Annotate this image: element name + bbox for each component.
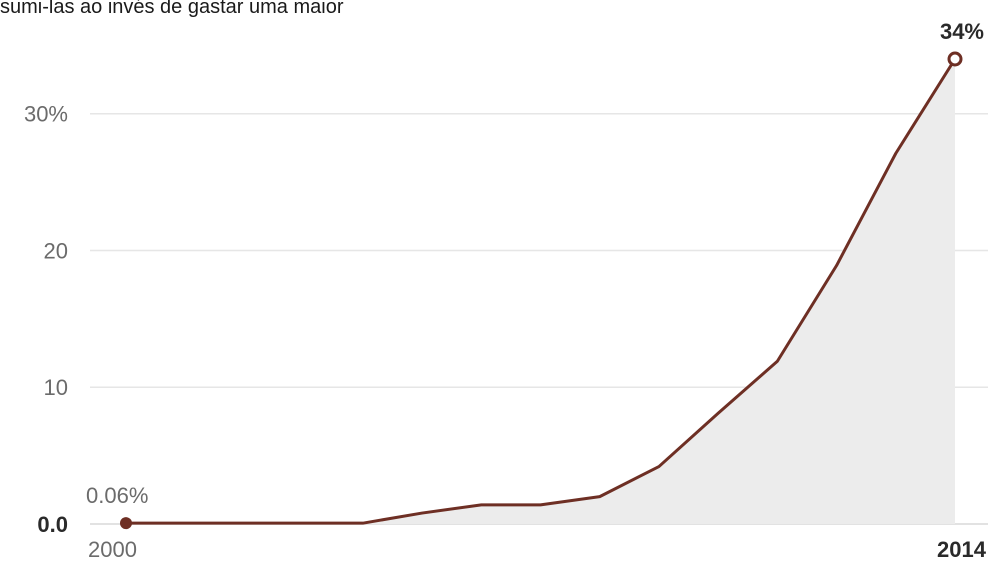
series-line xyxy=(126,58,957,525)
start-marker xyxy=(120,517,132,530)
y-tick-label-0: 0.0 xyxy=(37,512,68,537)
start-value-label: 0.06% xyxy=(86,483,148,508)
caption-text: sumi-las ao invés de gastar uma maior xyxy=(0,0,344,18)
y-tick-label-30: 30% xyxy=(24,102,68,127)
x-axis-ticks: 2000 2014 xyxy=(88,537,987,561)
end-marker xyxy=(947,51,963,67)
end-value-label: 34% xyxy=(940,19,984,44)
y-tick-label-20: 20 xyxy=(44,238,68,263)
annotations: 0.06% 34% xyxy=(86,19,984,530)
area-fill xyxy=(126,59,955,524)
y-tick-label-10: 10 xyxy=(44,375,68,400)
y-axis-ticks: 0.0 10 20 30% xyxy=(24,102,68,537)
x-tick-label-2014: 2014 xyxy=(937,537,987,561)
x-tick-label-2000: 2000 xyxy=(88,537,137,561)
